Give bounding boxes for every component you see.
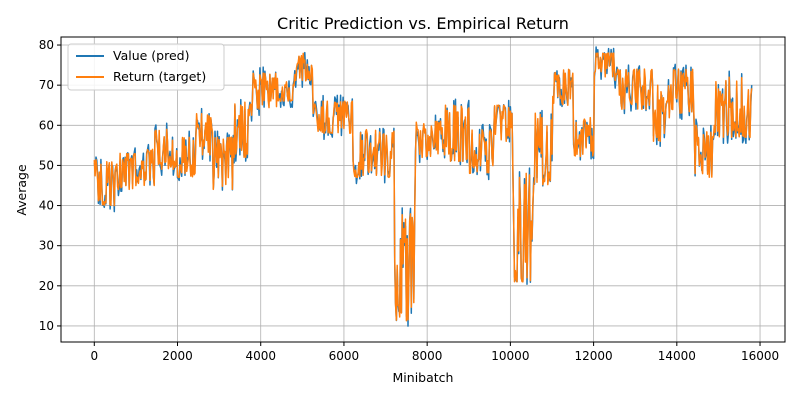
y-tick-label: 10 bbox=[39, 319, 54, 333]
x-tick-label: 6000 bbox=[329, 349, 360, 363]
y-tick-label: 50 bbox=[39, 158, 54, 172]
x-tick-label: 14000 bbox=[658, 349, 696, 363]
x-tick-label: 2000 bbox=[162, 349, 193, 363]
y-tick-label: 70 bbox=[39, 78, 54, 92]
x-tick-label: 12000 bbox=[575, 349, 613, 363]
y-axis-label: Average bbox=[14, 164, 29, 216]
x-tick-label: 16000 bbox=[741, 349, 779, 363]
y-tick-label: 40 bbox=[39, 199, 54, 213]
plot-frame bbox=[60, 36, 786, 343]
y-tick-label: 20 bbox=[39, 279, 54, 293]
x-tick-label: 8000 bbox=[412, 349, 443, 363]
x-tick-label: 0 bbox=[90, 349, 98, 363]
x-axis: 0 2000 4000 6000 8000 10000 12000 14000 16000 bbox=[90, 342, 779, 363]
chart-title: Critic Prediction vs. Empirical Return bbox=[277, 14, 569, 33]
plot-area bbox=[93, 46, 753, 327]
legend: Value (pred) Return (target) bbox=[67, 43, 225, 91]
series-line-return-target bbox=[93, 52, 753, 322]
legend-label-return: Return (target) bbox=[113, 69, 206, 84]
x-tick-label: 4000 bbox=[245, 349, 276, 363]
legend-label-value: Value (pred) bbox=[113, 48, 189, 63]
y-tick-label: 30 bbox=[39, 239, 54, 253]
y-axis: 10 20 30 40 50 60 70 80 bbox=[39, 38, 61, 333]
x-tick-label: 10000 bbox=[491, 349, 529, 363]
x-axis-label: Minibatch bbox=[393, 370, 454, 385]
legend-box bbox=[67, 43, 225, 91]
y-tick-label: 80 bbox=[39, 38, 54, 52]
y-tick-label: 60 bbox=[39, 118, 54, 132]
